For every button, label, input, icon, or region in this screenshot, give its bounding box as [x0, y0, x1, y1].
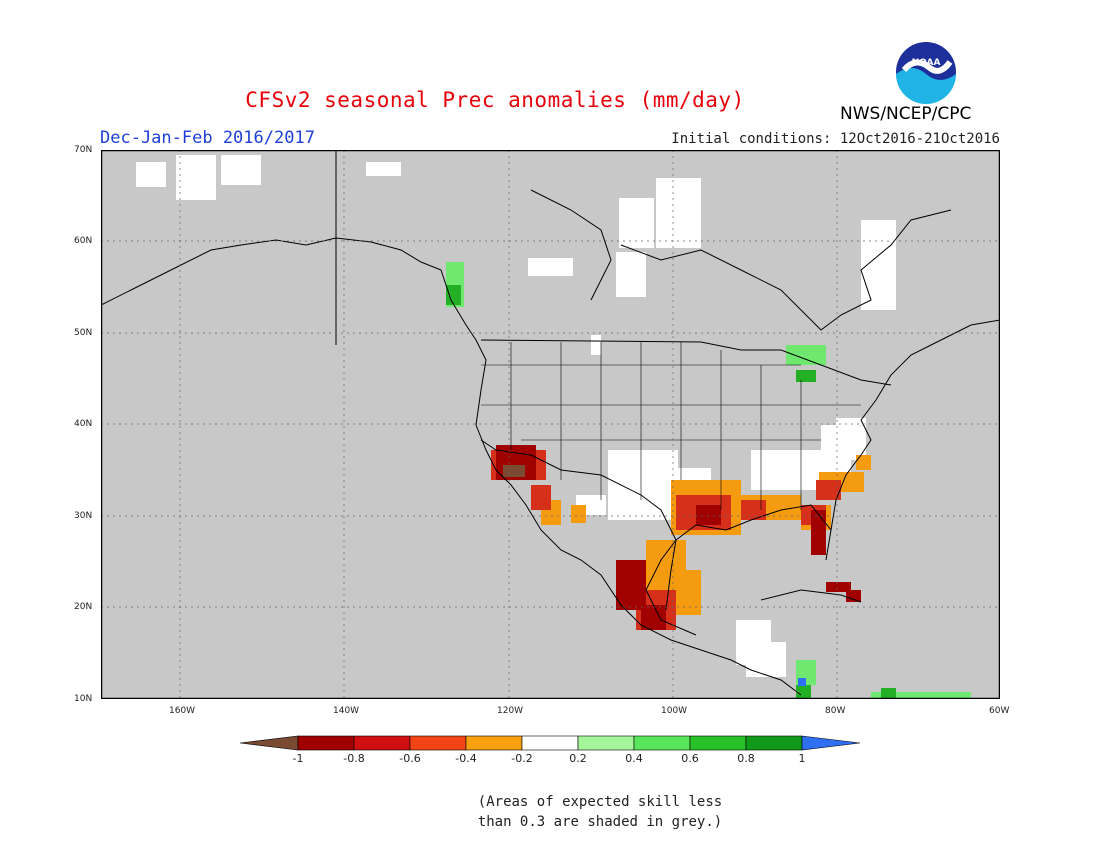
dry-strong-regions [496, 445, 861, 630]
lon-label: 160W [169, 706, 196, 716]
dry-extreme-regions [503, 465, 525, 477]
noaa-logo-icon: NOAA [896, 42, 956, 104]
colorbar-arrow-high [801, 735, 861, 751]
colorbar-label: 0.2 [569, 752, 587, 765]
lon-label: 60W [989, 706, 1010, 716]
forecast-period: Dec-Jan-Feb 2016/2017 [100, 128, 315, 148]
state-borders [481, 342, 861, 510]
lat-label: 60N [74, 236, 93, 246]
initial-conditions: Initial conditions: 12Oct2016-21Oct2016 [671, 131, 1000, 147]
map-frame [101, 150, 1000, 699]
chart-title: CFSv2 seasonal Prec anomalies (mm/day) [245, 88, 745, 112]
wet-light-regions [446, 262, 971, 699]
lat-label: 70N [74, 145, 93, 155]
lon-label: 140W [333, 706, 360, 716]
colorbar-label: -1 [292, 752, 304, 765]
lat-label: 40N [74, 419, 93, 429]
colorbar-segment [745, 735, 803, 751]
colorbar-arrow-low [240, 735, 299, 751]
lat-label: 20N [74, 602, 93, 612]
lat-label: 10N [74, 694, 93, 704]
colorbar-label: 1 [798, 752, 806, 765]
colorbar-label: 0.6 [681, 752, 699, 765]
colorbar-label: -0.8 [343, 752, 365, 765]
lon-label: 100W [661, 706, 688, 716]
colorbar-segment [297, 735, 355, 751]
colorbar-segment [409, 735, 467, 751]
lat-label: 30N [74, 511, 93, 521]
coastlines [101, 150, 1000, 696]
colorbar-label: -0.6 [399, 752, 421, 765]
colorbar-segment [689, 735, 747, 751]
colorbar-label: -0.4 [455, 752, 477, 765]
colorbar-label: -0.2 [511, 752, 533, 765]
precipitation-anomaly-map [101, 150, 1000, 699]
agency-label: NWS/NCEP/CPC [840, 104, 972, 124]
noaa-logo-text: NOAA [912, 58, 941, 68]
colorbar [240, 735, 861, 751]
lat-label: 50N [74, 328, 93, 338]
wet-mid-regions [446, 285, 896, 699]
colorbar-label: 0.4 [625, 752, 643, 765]
colorbar-segment [577, 735, 635, 751]
colorbar-segment [465, 735, 523, 751]
lon-label: 80W [825, 706, 846, 716]
skill-note-line1: (Areas of expected skill less [477, 794, 723, 810]
colorbar-segment [633, 735, 691, 751]
colorbar-label: 0.8 [737, 752, 755, 765]
colorbar-segment [521, 735, 579, 751]
wet-extreme-region [798, 678, 806, 686]
lon-label: 120W [497, 706, 524, 716]
skill-note: (Areas of expected skill less than 0.3 a… [0, 792, 1100, 832]
skill-note-line2: than 0.3 are shaded in grey.) [477, 814, 723, 830]
gridlines [101, 150, 1000, 699]
colorbar-segment [353, 735, 411, 751]
